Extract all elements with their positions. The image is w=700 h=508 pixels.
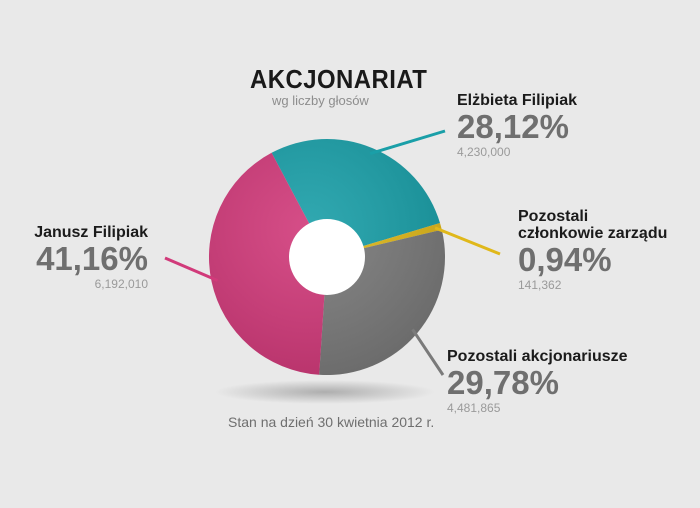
- label-janusz-filipiak: Janusz Filipiak 41,16% 6,192,010: [20, 224, 148, 291]
- slice-count: 4,481,865: [447, 401, 501, 415]
- slice-name: Janusz Filipiak: [34, 224, 148, 241]
- chart-footnote: Stan na dzień 30 kwietnia 2012 r.: [228, 414, 435, 430]
- leader-line-3: [164, 256, 219, 282]
- leader-line-1: [434, 226, 501, 256]
- slice-name: Elżbieta Filipiak: [457, 92, 578, 109]
- label-elzbieta-filipiak: Elżbieta Filipiak 28,12% 4,230,000: [457, 92, 577, 159]
- label-pozostali-czlonkowie-zarzadu: Pozostali członkowie zarządu 0,94% 141,3…: [518, 208, 667, 292]
- slice-count: 4,230,000: [457, 145, 511, 159]
- pie-shadow: [215, 380, 435, 404]
- chart-subtitle: wg liczby głosów: [272, 93, 369, 108]
- slice-percent: 28,12%: [457, 108, 569, 145]
- slice-count: 6,192,010: [94, 277, 148, 291]
- slice-name: Pozostali członkowie zarządu: [518, 208, 668, 242]
- slice-name: Pozostali akcjonariusze: [447, 348, 628, 365]
- label-pozostali-akcjonariusze: Pozostali akcjonariusze 29,78% 4,481,865: [447, 348, 628, 415]
- slice-percent: 41,16%: [36, 240, 148, 277]
- slice-count: 141,362: [518, 278, 562, 292]
- leader-line-0: [369, 129, 446, 156]
- chart-title: AKCJONARIAT: [250, 64, 428, 94]
- donut-hole: [289, 219, 365, 295]
- leader-line-2: [411, 328, 445, 376]
- leader-lines: [164, 129, 501, 376]
- slice-percent: 29,78%: [447, 364, 559, 401]
- slice-percent: 0,94%: [518, 241, 612, 278]
